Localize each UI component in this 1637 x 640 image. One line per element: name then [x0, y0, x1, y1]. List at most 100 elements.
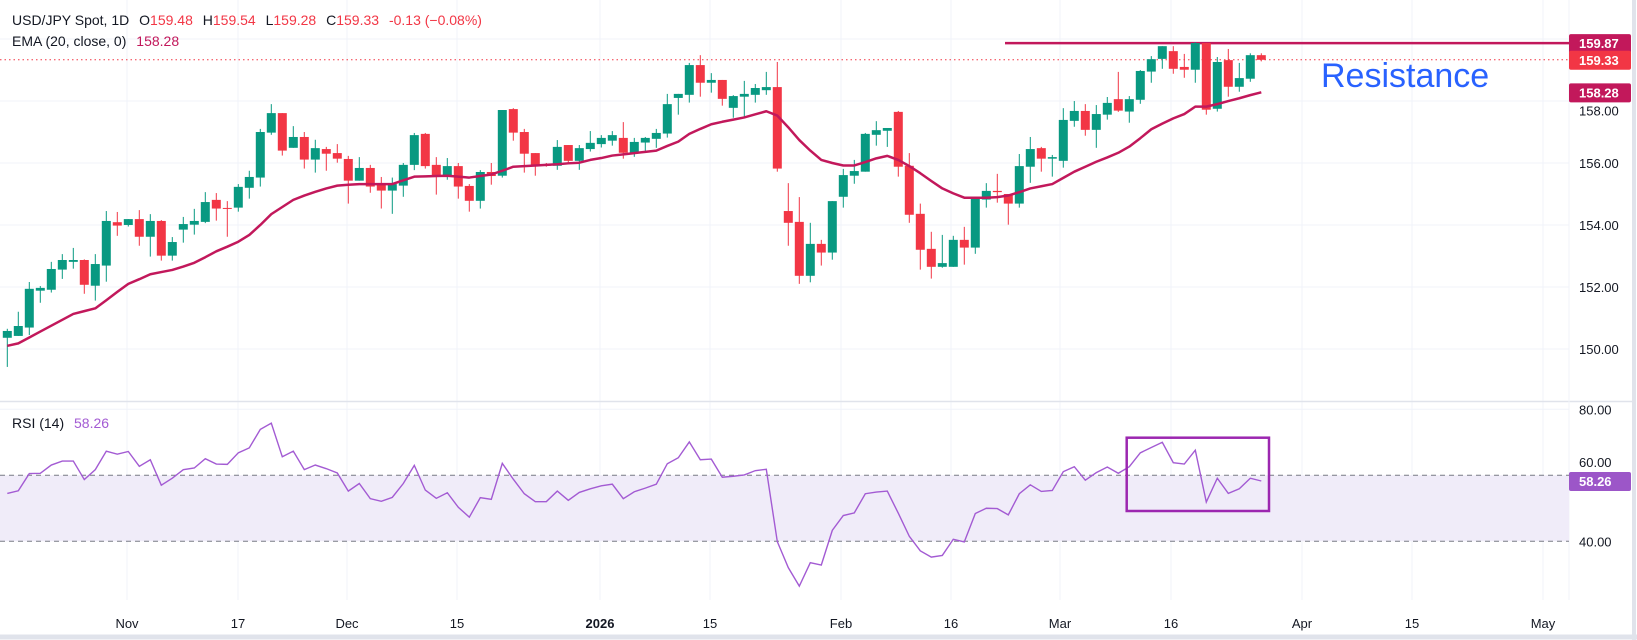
candle-body [827, 201, 837, 253]
candle [365, 164, 375, 193]
candle [1157, 46, 1167, 69]
candle [497, 110, 507, 178]
candle [596, 135, 606, 148]
candle [1245, 53, 1255, 82]
candle [2, 328, 12, 367]
candle-body [1124, 99, 1134, 112]
candle [970, 198, 980, 254]
candle [24, 282, 34, 335]
candle [805, 222, 815, 283]
change-value: -0.13 (−0.08%) [388, 12, 482, 28]
price-axis-tick-label: 154.00 [1579, 218, 1619, 233]
rsi-value-tag: 58.26 [1579, 474, 1612, 489]
candle-body [255, 132, 265, 178]
candle [838, 168, 848, 208]
price-axis-tick-label: 158.00 [1579, 103, 1619, 118]
candle [1201, 43, 1211, 115]
candle-body [233, 186, 243, 208]
candle-body [24, 288, 34, 328]
candle [651, 128, 661, 148]
ema-line [7, 91, 1262, 348]
ema-price-tag: 158.28 [1579, 85, 1619, 100]
candle [310, 139, 320, 173]
candle [145, 214, 155, 257]
candle-body [431, 164, 441, 176]
candle [871, 121, 881, 146]
candle-body [849, 171, 859, 176]
candle-body [1091, 114, 1101, 130]
candle-body [244, 176, 254, 188]
symbol-title[interactable]: USD/JPY Spot, 1D [12, 12, 130, 28]
candle [222, 201, 232, 237]
candle [1080, 104, 1090, 136]
candle [420, 132, 430, 169]
candle-body [585, 142, 595, 150]
candle-body [783, 211, 793, 223]
candle [794, 197, 804, 284]
candle-body [607, 135, 617, 141]
candle [750, 83, 760, 103]
candle [343, 155, 353, 204]
candle-body [354, 167, 364, 181]
x-axis-tick-label: Feb [830, 616, 852, 631]
candle [618, 122, 628, 159]
candle-body [1135, 70, 1145, 100]
ema-value: 158.28 [136, 33, 180, 49]
x-axis-tick-label: 17 [231, 616, 245, 631]
candle-body [1168, 51, 1178, 69]
candle [849, 159, 859, 184]
candle-body [640, 137, 650, 143]
candle-body [299, 136, 309, 160]
ema-legend[interactable]: EMA (20, close, 0) 158.28 [12, 32, 185, 50]
candle-body [662, 104, 672, 134]
candle [1212, 57, 1222, 112]
x-axis-tick-label: Apr [1292, 616, 1313, 631]
candle-body [871, 130, 881, 135]
candle [585, 131, 595, 152]
x-axis-tick-label: 16 [1164, 616, 1178, 631]
candle-body [915, 213, 925, 250]
high-label: H [202, 12, 213, 28]
candle [1135, 70, 1145, 104]
rsi-highlight-box [1125, 436, 1271, 513]
candle-body [1003, 193, 1013, 204]
candle-body [46, 268, 56, 290]
candle-body [123, 219, 133, 225]
candle [695, 55, 705, 97]
candle [376, 176, 386, 209]
candle-body [805, 243, 815, 276]
candle-body [310, 148, 320, 160]
x-axis-tick-label: Mar [1049, 616, 1072, 631]
candle [189, 208, 199, 235]
candle-body [90, 264, 100, 286]
rsi-value-tag-bg [1569, 472, 1631, 492]
candle-body [156, 220, 166, 256]
candle-body [1036, 148, 1046, 159]
candle-body [1014, 166, 1024, 204]
candle-body [376, 184, 386, 191]
candle-body [970, 198, 980, 248]
candle-body [134, 219, 144, 237]
candle-body [321, 149, 331, 154]
rsi-legend[interactable]: RSI (14) 58.26 [12, 414, 115, 432]
last-price-tag: 159.33 [1579, 53, 1619, 68]
candle-body [937, 263, 947, 267]
resistance-price-tag: 159.87 [1579, 36, 1619, 51]
candle [1047, 154, 1057, 177]
candle-body [739, 93, 749, 97]
candle [684, 62, 694, 103]
candle-body [167, 242, 177, 256]
candle-body [651, 132, 661, 139]
candle-body [277, 113, 287, 151]
close-value: 159.33 [336, 12, 380, 28]
candle [354, 157, 364, 181]
candle [948, 235, 958, 267]
candle-body [563, 145, 573, 161]
candle-body [893, 111, 903, 167]
candle-body [1256, 55, 1266, 60]
candle [607, 131, 617, 146]
candle [1113, 71, 1123, 112]
price-axis-tick-label: 152.00 [1579, 280, 1619, 295]
candle [728, 95, 738, 118]
